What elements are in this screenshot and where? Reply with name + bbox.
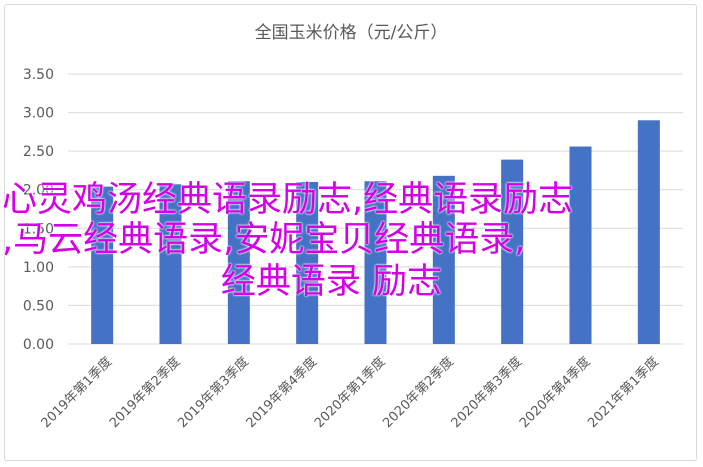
x-tick-label: 2021年第1季度 bbox=[585, 354, 662, 431]
x-tick-label: 2019年第2季度 bbox=[106, 354, 183, 431]
bar bbox=[296, 182, 319, 344]
y-tick-label: 3.50 bbox=[23, 67, 54, 83]
y-tick-label: 0.00 bbox=[23, 337, 54, 353]
bar bbox=[364, 181, 387, 344]
chart-title: 全国玉米价格（元/公斤） bbox=[255, 23, 448, 43]
x-axis-ticks: 2019年第1季度2019年第2季度2019年第3季度2019年第4季度2020… bbox=[38, 354, 662, 431]
y-tick-label: 0.50 bbox=[23, 298, 54, 314]
y-axis-ticks: 0.00 0.50 1.00 1.50 2.00 2.50 3.00 3.50 bbox=[23, 67, 54, 353]
overlay-caption-line-1: 心灵鸡汤经典语录励志,经典语录励志 bbox=[2, 180, 574, 220]
bar bbox=[637, 120, 660, 345]
bars bbox=[91, 120, 660, 345]
x-tick-label: 2019年第1季度 bbox=[38, 354, 115, 431]
overlay-caption-line-2: ,马云经典语录,安妮宝贝经典语录, bbox=[2, 220, 526, 260]
bar bbox=[91, 186, 114, 344]
bar bbox=[159, 184, 182, 344]
y-tick-label: 2.50 bbox=[23, 144, 54, 160]
bar bbox=[501, 159, 524, 344]
y-tick-label: 1.50 bbox=[23, 221, 54, 237]
bar bbox=[227, 181, 250, 344]
bar bbox=[432, 175, 455, 344]
x-tick-label: 2020年第4季度 bbox=[516, 354, 593, 431]
x-tick-label: 2019年第3季度 bbox=[175, 354, 252, 431]
y-tick-label: 1.00 bbox=[23, 260, 54, 276]
x-tick-label: 2020年第1季度 bbox=[311, 354, 388, 431]
y-tick-label: 2.00 bbox=[23, 183, 54, 199]
x-tick-label: 2020年第3季度 bbox=[448, 354, 525, 431]
y-tick-label: 3.00 bbox=[23, 106, 54, 122]
x-tick-label: 2019年第4季度 bbox=[243, 354, 320, 431]
bar bbox=[569, 146, 592, 344]
overlay-caption-line-3: 经典语录 励志 bbox=[220, 262, 443, 302]
x-tick-label: 2020年第2季度 bbox=[380, 354, 457, 431]
